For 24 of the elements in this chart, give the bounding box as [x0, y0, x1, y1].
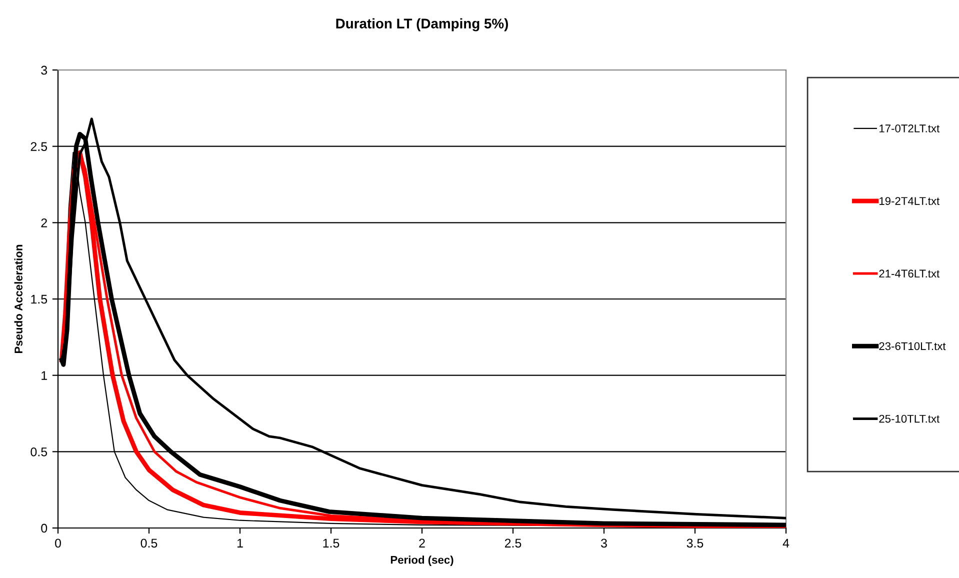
y-tick-label: 1 — [42, 371, 47, 380]
x-tick-label: 2 — [419, 538, 425, 548]
x-tick-label: 4 — [782, 538, 790, 548]
y-tick-label: 2.5 — [30, 142, 48, 151]
x-tick-label: 3 — [601, 538, 607, 548]
x-tick-label: 0.5 — [140, 538, 158, 548]
y-tick-label: 3 — [41, 66, 48, 75]
x-tick-label: 0 — [55, 538, 61, 548]
y-tick-label: 1.5 — [31, 294, 48, 304]
legend-label: 25-10TLT.txt — [879, 414, 940, 423]
legend-label: 17-0T2LT.txt — [880, 124, 940, 132]
legend-label: 23-6T10LT.txt — [879, 342, 946, 350]
legend-label: 21-4T6LT.txt — [879, 270, 940, 278]
y-tick-label: 2 — [41, 218, 47, 228]
chart-title: Duration LT (Damping 5%) — [336, 18, 508, 32]
y-tick-label: 0 — [41, 524, 48, 533]
x-tick-label: 1 — [237, 538, 243, 548]
x-axis-title: Period (sec) — [390, 556, 454, 566]
x-tick-label: 1.5 — [323, 538, 340, 548]
legend-label: 19-2T4LT.txt — [880, 197, 940, 205]
x-tick-label: 2.5 — [504, 538, 522, 548]
y-axis-title: Pseudo Acceleration — [14, 244, 22, 353]
x-tick-label: 3.5 — [686, 538, 704, 548]
y-tick-label: 0.5 — [30, 447, 48, 456]
